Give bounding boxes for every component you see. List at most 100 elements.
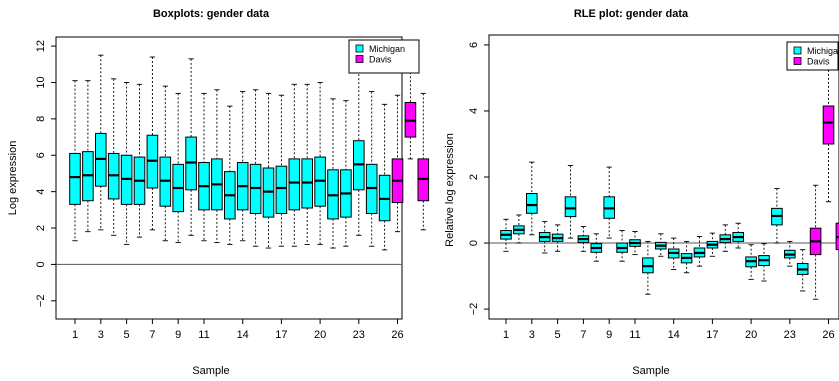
box-sample-3 (95, 54, 107, 231)
y-axis: −2 0 2 4 6 8 10 12 (35, 40, 56, 307)
box-sample-5 (120, 82, 133, 245)
box-sample-17 (275, 94, 288, 247)
box-sample-2 (513, 214, 525, 244)
box-sample-7 (146, 56, 159, 231)
box-iqr (288, 158, 301, 211)
box-sample-26 (391, 94, 404, 233)
x-tick-label: 14 (668, 329, 680, 341)
box-sample-12 (211, 89, 223, 244)
x-tick-label: 20 (314, 329, 326, 341)
x-tick-label: 17 (275, 329, 287, 341)
x-tick-label: 1 (503, 329, 509, 341)
box-sample-21 (758, 243, 770, 282)
box-sample-26 (822, 49, 835, 203)
x-tick-label: 20 (745, 329, 757, 341)
box-sample-11 (198, 92, 210, 242)
y-tick-label: 2 (468, 174, 480, 180)
x-tick-label: 1 (72, 329, 78, 341)
box-iqr (822, 105, 835, 145)
box-sample-6 (564, 164, 577, 239)
x-axis: 1 3 5 7 9 11 14 17 20 23 26 (72, 319, 404, 341)
x-tick-label: 11 (198, 329, 209, 341)
box-sample-22 (771, 188, 783, 244)
box-sample-11 (629, 231, 641, 256)
x-tick-label: 7 (149, 329, 155, 341)
box-sample-23 (784, 240, 796, 267)
x-tick-label: 26 (391, 329, 403, 341)
box-sample-16 (693, 235, 706, 267)
box-sample-24 (365, 91, 378, 247)
box-sample-15 (249, 89, 262, 247)
box-sample-27 (835, 181, 839, 292)
box-sample-27 (404, 63, 417, 160)
y-tick-label: 2 (35, 225, 47, 231)
x-tick-label: 7 (580, 329, 586, 341)
box-sample-3 (526, 161, 538, 236)
x-tick-label: 14 (237, 329, 249, 341)
x-tick-label: 23 (784, 329, 796, 341)
box-sample-4 (107, 78, 120, 236)
box-sample-10 (616, 230, 628, 262)
box-sample-24 (796, 249, 809, 292)
legend-swatch (793, 46, 802, 55)
box-sample-25 (378, 103, 391, 251)
box-sample-17 (706, 232, 719, 257)
box-sample-1 (500, 218, 512, 252)
box-sample-18 (288, 83, 301, 247)
box-sample-28 (417, 92, 430, 231)
box-sample-15 (680, 240, 693, 274)
x-tick-label: 23 (353, 329, 365, 341)
box-sample-13 (224, 105, 236, 245)
x-axis: 1 3 5 7 9 11 14 17 20 23 26 (503, 319, 835, 341)
x-tick-label: 5 (555, 329, 561, 341)
box-sample-12 (642, 240, 654, 295)
box-iqr (69, 152, 81, 205)
box-sample-19 (301, 83, 313, 245)
x-tick-label: 9 (175, 329, 181, 341)
box-sample-20 (745, 244, 757, 280)
y-tick-label: 0 (35, 261, 47, 267)
x-tick-label: 9 (606, 329, 612, 341)
box-sample-14 (236, 91, 249, 242)
box-sample-4 (538, 221, 551, 254)
box-sample-22 (340, 100, 352, 247)
x-axis-label: Sample (632, 365, 669, 377)
box-sample-8 (159, 85, 172, 242)
x-tick-label: 3 (529, 329, 535, 341)
box-sample-5 (551, 224, 564, 252)
legend-label: Michigan (807, 46, 839, 56)
box-iqr (275, 165, 288, 214)
box-sample-8 (590, 233, 603, 262)
x-tick-label: 17 (706, 329, 718, 341)
chart-title: RLE plot: gender data (574, 8, 689, 20)
box-sample-6 (133, 83, 146, 238)
rle-panel-relative-log-expression: RLE plot: gender data Relative log expre… (444, 8, 839, 377)
box-sample-20 (314, 82, 326, 245)
plot-frame (488, 34, 839, 320)
y-tick-label: 0 (468, 240, 480, 246)
chart-title: Boxplots: gender data (153, 8, 270, 20)
box-iqr (526, 193, 538, 214)
box-sample-9 (172, 92, 184, 244)
box-sample-18 (719, 224, 732, 252)
legend-swatch (355, 55, 364, 63)
box-sample-23 (353, 65, 365, 236)
y-tick-label: 6 (35, 152, 47, 158)
box-sample-9 (603, 166, 616, 239)
box-sample-2 (82, 80, 94, 233)
x-tick-label: 11 (629, 329, 640, 341)
box-sample-25 (809, 184, 822, 300)
box-sample-1 (69, 80, 81, 242)
y-tick-label: 4 (35, 189, 47, 195)
y-tick-label: 10 (35, 76, 47, 88)
box-iqr (564, 196, 577, 218)
box-sample-21 (327, 98, 339, 249)
x-tick-label: 26 (822, 329, 834, 341)
boxes (500, 49, 839, 300)
legend-swatch (793, 57, 802, 65)
y-tick-label: 6 (468, 42, 480, 48)
legend-label: Michigan (369, 44, 405, 54)
